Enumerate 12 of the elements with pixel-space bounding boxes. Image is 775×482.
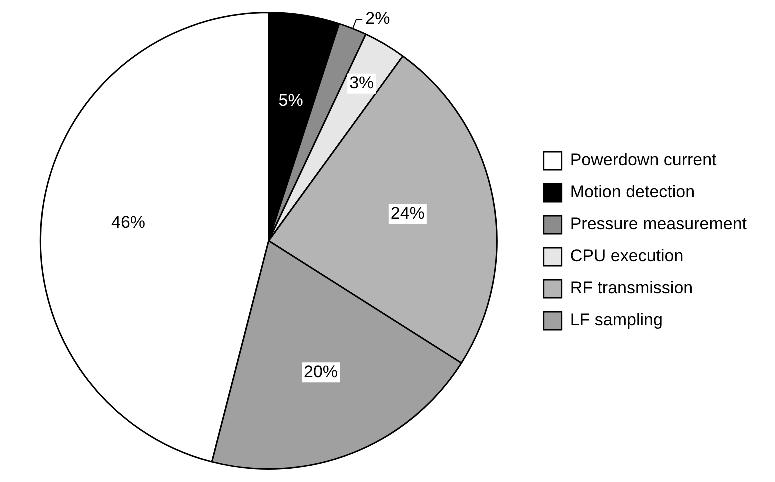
legend-label: Pressure measurement [570,214,748,234]
data-label: 46% [111,212,146,232]
legend-label: Powerdown current [570,150,718,170]
data-label: 5% [278,90,304,110]
legend-label: Motion detection [570,182,696,202]
legend-label: RF transmission [570,278,694,298]
legend-label: CPU execution [570,246,684,266]
data-label: 20% [304,362,338,382]
legend-label: LF sampling [570,310,663,330]
data-label: 2% [366,9,390,28]
data-label: 3% [350,74,374,93]
data-label: 24% [390,204,425,224]
